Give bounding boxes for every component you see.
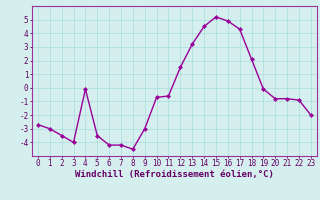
X-axis label: Windchill (Refroidissement éolien,°C): Windchill (Refroidissement éolien,°C) (75, 170, 274, 179)
